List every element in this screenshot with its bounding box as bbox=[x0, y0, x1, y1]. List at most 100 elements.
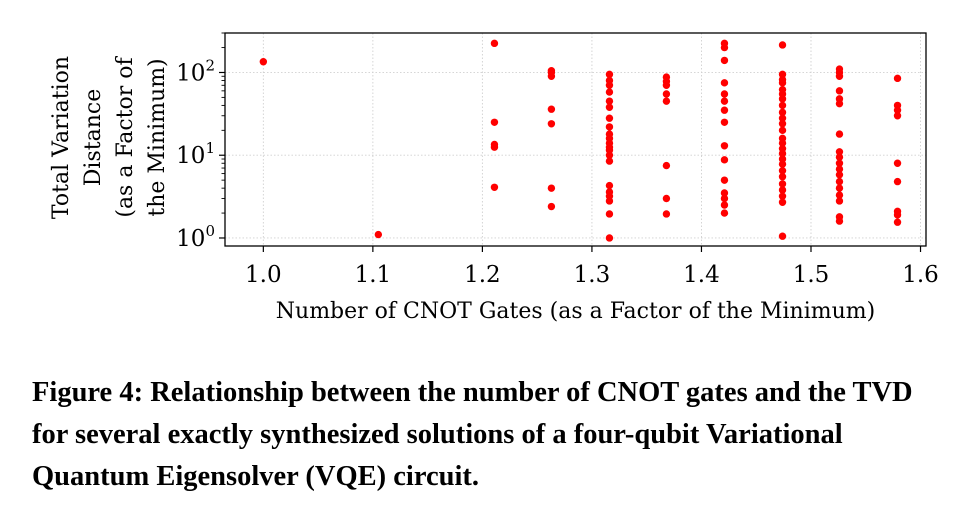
data-point bbox=[605, 151, 614, 159]
data-point bbox=[662, 97, 671, 105]
data-point bbox=[778, 126, 787, 135]
data-point bbox=[490, 118, 499, 127]
data-point bbox=[778, 192, 787, 200]
data-point bbox=[605, 103, 614, 111]
data-point bbox=[835, 148, 844, 156]
data-point bbox=[893, 112, 902, 120]
data-point bbox=[778, 70, 787, 79]
data-point bbox=[835, 197, 844, 205]
data-point bbox=[662, 210, 671, 218]
data-point bbox=[720, 201, 729, 209]
data-point bbox=[835, 130, 844, 138]
data-point bbox=[893, 211, 902, 219]
y-axis-label-line: Distance bbox=[81, 89, 106, 186]
plot-frame bbox=[224, 32, 927, 247]
y-tick-label: 101 bbox=[176, 139, 215, 169]
data-point bbox=[835, 191, 844, 199]
data-point bbox=[605, 81, 614, 89]
x-tick-label: 1.4 bbox=[683, 262, 720, 288]
data-point bbox=[778, 95, 787, 103]
data-point bbox=[835, 87, 844, 95]
data-point bbox=[835, 72, 844, 80]
data-point bbox=[778, 186, 787, 194]
x-tick-label: 1.5 bbox=[793, 262, 830, 288]
data-point bbox=[490, 143, 499, 151]
data-point bbox=[778, 173, 787, 181]
data-point bbox=[720, 194, 729, 203]
data-point bbox=[778, 101, 787, 110]
data-point bbox=[605, 210, 614, 218]
data-point bbox=[720, 56, 729, 65]
data-point bbox=[720, 43, 729, 52]
data-point bbox=[720, 90, 729, 98]
data-point bbox=[259, 57, 268, 66]
x-tick-label: 1.2 bbox=[464, 262, 501, 288]
data-point bbox=[778, 180, 787, 188]
data-point bbox=[893, 177, 902, 186]
data-point bbox=[778, 198, 787, 206]
data-point bbox=[835, 159, 844, 167]
data-point bbox=[720, 156, 729, 164]
data-point bbox=[605, 157, 614, 165]
data-point bbox=[547, 184, 556, 192]
grid-lines bbox=[225, 33, 926, 246]
data-point bbox=[605, 123, 614, 131]
data-point bbox=[720, 118, 729, 127]
data-point bbox=[835, 153, 844, 161]
data-point bbox=[547, 72, 556, 80]
figure-caption: Figure 4: Relationship between the numbe… bbox=[32, 377, 913, 492]
data-point bbox=[720, 209, 729, 217]
data-point bbox=[720, 106, 729, 114]
data-point bbox=[778, 149, 787, 158]
x-tick-label: 1.6 bbox=[902, 262, 939, 288]
data-point bbox=[547, 105, 556, 113]
data-point bbox=[835, 99, 844, 108]
x-axis-label: Number of CNOT Gates (as a Factor of the… bbox=[276, 299, 875, 324]
data-point bbox=[605, 234, 614, 242]
data-point bbox=[605, 70, 614, 79]
data-point bbox=[835, 171, 844, 179]
data-point bbox=[893, 74, 902, 83]
data-point bbox=[893, 106, 902, 114]
data-point bbox=[778, 108, 787, 117]
data-point bbox=[720, 189, 729, 197]
data-point bbox=[778, 41, 787, 49]
data-point bbox=[490, 39, 499, 48]
data-point bbox=[605, 181, 614, 190]
y-axis-label-line: Total Variation bbox=[49, 56, 74, 219]
data-point bbox=[662, 161, 671, 170]
y-axis-label-line: the Minimum) bbox=[145, 58, 170, 216]
data-point bbox=[490, 183, 499, 191]
x-tick-label: 1.0 bbox=[245, 262, 282, 288]
data-point bbox=[605, 88, 614, 96]
data-point bbox=[720, 176, 729, 184]
data-point bbox=[720, 97, 729, 105]
data-point bbox=[835, 177, 844, 186]
data-point bbox=[720, 79, 729, 87]
data-point bbox=[778, 120, 787, 128]
data-points bbox=[259, 39, 902, 242]
x-axis-ticks: 1.0 1.1 1.2 1.3 1.4 1.5 1.6 bbox=[245, 246, 939, 288]
data-point bbox=[835, 184, 844, 192]
x-tick-label: 1.3 bbox=[574, 262, 611, 288]
data-point bbox=[605, 197, 614, 205]
data-point bbox=[547, 202, 556, 211]
data-point bbox=[605, 97, 614, 105]
data-point bbox=[720, 142, 729, 150]
data-point bbox=[374, 230, 383, 239]
y-axis-label-line: (as a Factor of bbox=[113, 56, 138, 218]
data-point bbox=[662, 90, 671, 98]
data-point bbox=[547, 120, 556, 128]
data-point bbox=[778, 160, 787, 168]
data-point bbox=[893, 218, 902, 226]
y-tick-label: 102 bbox=[176, 56, 215, 86]
data-point bbox=[778, 155, 787, 163]
data-point bbox=[835, 165, 844, 173]
data-point bbox=[605, 114, 614, 122]
data-point bbox=[778, 167, 787, 175]
data-point bbox=[835, 217, 844, 225]
data-point bbox=[893, 159, 902, 167]
y-axis-label: Total Variation Distance (as a Factor of th… bbox=[49, 56, 170, 220]
y-tick-label: 100 bbox=[176, 222, 215, 252]
